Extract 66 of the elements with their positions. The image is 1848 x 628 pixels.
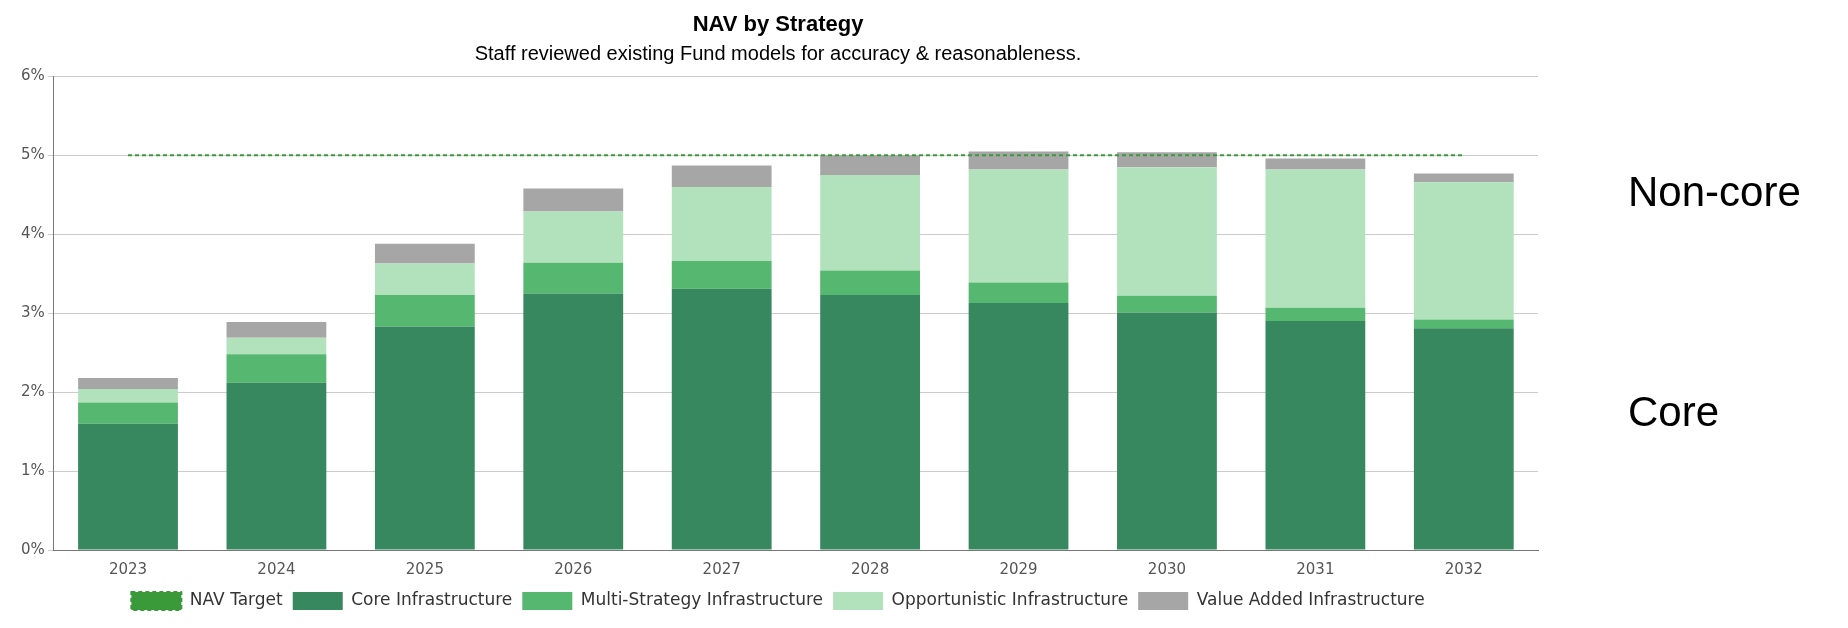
x-tick-label: 2023 xyxy=(108,559,148,578)
bar xyxy=(374,243,475,264)
y-tick-label: 5% xyxy=(21,145,45,164)
bar xyxy=(226,321,327,338)
bar xyxy=(1117,152,1217,168)
bar xyxy=(1117,167,1217,296)
legend-label: Core Infrastructure xyxy=(351,589,513,610)
bar xyxy=(1265,321,1366,550)
legend-label: Multi-Strategy Infrastructure xyxy=(580,589,824,610)
bar xyxy=(968,169,1069,283)
x-tick-label: 2030 xyxy=(1147,559,1187,578)
bar xyxy=(671,186,772,262)
x-tick-label: 2024 xyxy=(257,559,296,578)
bar xyxy=(78,377,178,389)
y-tick-label: 0% xyxy=(21,539,45,558)
bar xyxy=(1413,328,1514,550)
bar xyxy=(820,175,921,271)
bar xyxy=(226,354,327,383)
bar xyxy=(1265,169,1366,308)
bar xyxy=(968,302,1069,550)
y-tick-label: 3% xyxy=(21,303,45,322)
bar xyxy=(820,270,921,296)
x-tick-label: 2027 xyxy=(702,559,741,578)
bar xyxy=(968,282,1069,303)
bar xyxy=(226,337,327,355)
bar xyxy=(523,188,624,212)
legend-label: Opportunistic Infrastructure xyxy=(891,589,1129,610)
bar xyxy=(374,263,475,296)
x-tick-label: 2028 xyxy=(851,559,890,578)
y-tick-label: 6% xyxy=(21,66,45,85)
x-tick-label: 2026 xyxy=(554,559,593,578)
y-tick-label: 4% xyxy=(21,224,45,243)
bar xyxy=(1413,182,1514,320)
bar xyxy=(671,288,772,550)
bar xyxy=(820,155,921,176)
chart-subtitle: Staff reviewed existing Fund models for accuracy & reasonableness. xyxy=(474,41,1082,64)
bar xyxy=(671,165,772,187)
bar xyxy=(1117,312,1217,550)
bar xyxy=(523,211,624,263)
y-tick-label: 1% xyxy=(21,460,45,479)
bar xyxy=(1413,173,1514,183)
bar xyxy=(523,293,624,550)
bar xyxy=(1265,158,1366,170)
x-tick-label: 2032 xyxy=(1444,559,1483,578)
x-tick-label: 2025 xyxy=(405,559,444,578)
bar xyxy=(374,295,475,327)
x-tick-label: 2029 xyxy=(999,559,1038,578)
bar xyxy=(226,382,327,550)
legend-label: Value Added Infrastructure xyxy=(1196,589,1425,610)
y-tick-label: 2% xyxy=(21,382,45,401)
text: Non-core xyxy=(1628,168,1801,216)
bar xyxy=(820,295,921,550)
bar xyxy=(1117,295,1217,313)
bar xyxy=(374,326,475,550)
x-tick-label: 2031 xyxy=(1296,559,1335,578)
bar xyxy=(1413,319,1514,329)
bar xyxy=(671,261,772,289)
text: Core xyxy=(1628,388,1720,436)
chart-title: NAV by Strategy xyxy=(692,11,865,37)
legend-label: NAV Target xyxy=(189,589,284,610)
bar xyxy=(78,423,178,550)
bar xyxy=(1265,307,1366,322)
bar xyxy=(78,402,178,424)
bar xyxy=(523,262,624,294)
bar xyxy=(78,388,178,403)
bar xyxy=(968,151,1069,170)
